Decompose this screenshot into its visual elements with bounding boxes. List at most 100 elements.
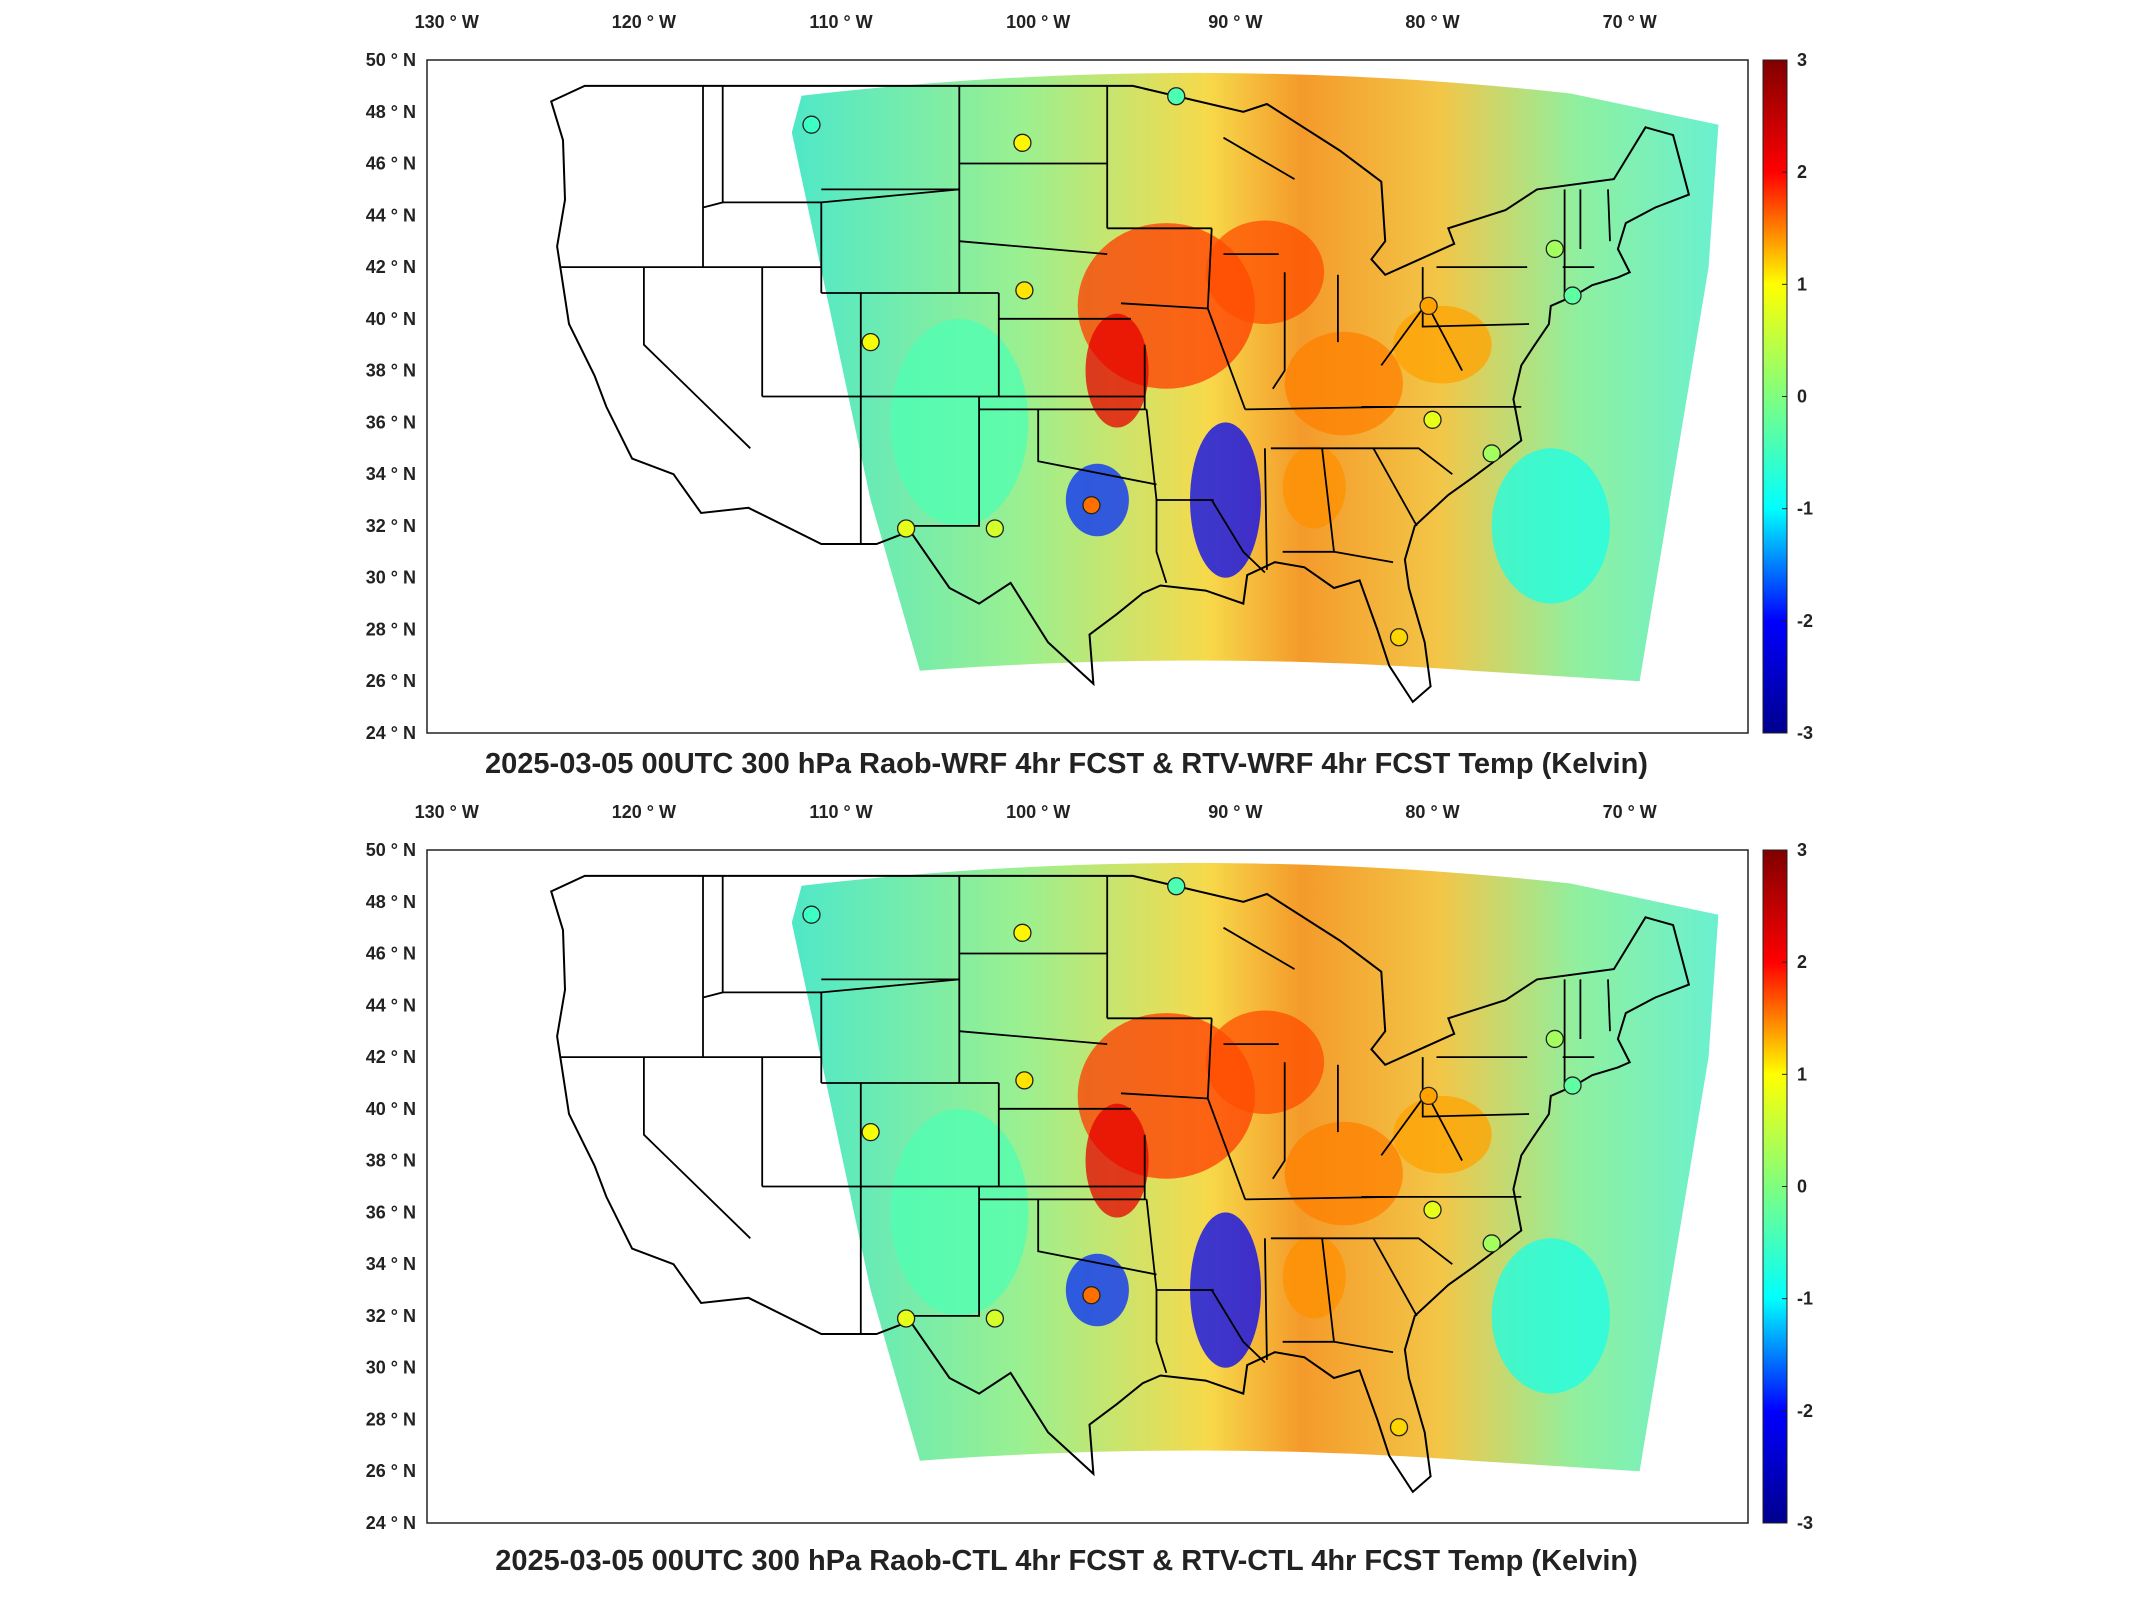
raob-station-marker: [1389, 628, 1409, 647]
state-border: [1206, 228, 1247, 410]
raob-station-marker: [861, 1122, 880, 1142]
latitude-tick-label: 32 ° N: [366, 516, 416, 536]
state-border: [1421, 267, 1530, 328]
latitude-tick-label: 24 ° N: [366, 723, 416, 743]
anomaly-region: [1284, 331, 1403, 436]
latitude-tick-label: 42 ° N: [366, 257, 416, 277]
state-border: [1270, 1237, 1453, 1265]
raob-station-marker: [1423, 1200, 1442, 1219]
latitude-tick-label: 46 ° N: [366, 154, 416, 174]
state-border: [722, 978, 960, 994]
latitude-tick-label: 34 ° N: [366, 1254, 416, 1274]
latitude-tick-label: 26 ° N: [366, 1461, 416, 1481]
anomaly-region: [1284, 1121, 1403, 1226]
bottom-map-panel: 130 ° W 120 ° W 110 ° W 100 ° W 90 ° W 80 ° W…: [0, 790, 2133, 1590]
bottom-map-title: 2025-03-05 00UTC 300 hPa Raob-CTL 4hr FC…: [495, 1545, 1638, 1577]
state-border: [1120, 302, 1208, 310]
state-border: [1272, 272, 1286, 390]
top-map-figure: 130 ° W 120 ° W 110 ° W 100 ° W 90 ° W 80 ° W…: [366, 12, 1813, 743]
state-border: [1223, 926, 1295, 970]
colorbar-tick-label: -2: [1797, 611, 1813, 631]
longitude-tick-label: 130 ° W: [415, 12, 479, 32]
colorbar-tick-label: -3: [1797, 1513, 1813, 1533]
state-border: [1037, 409, 1157, 486]
state-border: [1272, 1062, 1286, 1180]
raob-station-marker: [802, 115, 821, 134]
colorbar-tick-label: -1: [1797, 1289, 1813, 1309]
raob-station-marker: [896, 1309, 916, 1328]
colorbar-tick-label: 0: [1797, 387, 1807, 407]
raob-station-marker: [1013, 133, 1032, 152]
raob-station-marker: [1482, 1234, 1501, 1253]
raob-station-marker: [1389, 1418, 1409, 1437]
raob-station-marker: [1545, 239, 1564, 259]
latitude-tick-label: 30 ° N: [366, 1358, 416, 1378]
anomaly-region: [1190, 1212, 1262, 1368]
longitude-tick-label: 110 ° W: [809, 12, 872, 32]
latitude-tick-label: 50 ° N: [366, 840, 416, 860]
raob-station-marker: [1419, 296, 1438, 316]
longitude-tick-label: 90 ° W: [1208, 802, 1262, 822]
latitude-tick-label: 42 ° N: [366, 1047, 416, 1067]
colorbar-tick-label: -2: [1797, 1401, 1813, 1421]
latitude-tick-label: 28 ° N: [366, 619, 416, 639]
state-border: [1206, 1018, 1247, 1200]
latitude-tick-label: 36 ° N: [366, 1202, 416, 1222]
state-border: [1264, 1238, 1268, 1360]
state-border: [1607, 189, 1611, 242]
anomaly-region: [1190, 422, 1262, 578]
latitude-tick-label: 40 ° N: [366, 1099, 416, 1119]
longitude-tick-label: 70 ° W: [1603, 802, 1657, 822]
latitude-tick-label: 44 ° N: [366, 995, 416, 1015]
raob-station-marker: [802, 905, 821, 924]
latitude-tick-label: 40 ° N: [366, 309, 416, 329]
state-border: [1120, 1092, 1208, 1100]
longitude-tick-label: 70 ° W: [1603, 12, 1657, 32]
raob-station-marker: [1545, 1029, 1564, 1049]
longitude-tick-label: 100 ° W: [1006, 802, 1070, 822]
latitude-tick-label: 50 ° N: [366, 50, 416, 70]
anomaly-region: [1205, 1010, 1325, 1115]
raob-station-marker: [985, 1309, 1004, 1328]
state-border: [1264, 448, 1268, 570]
colorbar-tick-label: 2: [1797, 952, 1807, 972]
top-map-title: 2025-03-05 00UTC 300 hPa Raob-WRF 4hr FC…: [485, 748, 1648, 780]
longitude-tick-label: 130 ° W: [415, 802, 479, 822]
colorbar-tick-label: 2: [1797, 162, 1807, 182]
colorbar-tick-label: 3: [1797, 50, 1807, 70]
state-border: [1155, 500, 1168, 584]
anomaly-region: [1085, 313, 1149, 428]
raob-station-marker: [1167, 87, 1186, 106]
anomaly-region: [1282, 1235, 1346, 1319]
state-border: [1333, 550, 1394, 564]
colorbar-tick-label: 1: [1797, 274, 1807, 294]
longitude-tick-label: 120 ° W: [612, 802, 676, 822]
map-area: [549, 862, 1719, 1494]
bottom-map-figure: 130 ° W 120 ° W 110 ° W 100 ° W 90 ° W 80 ° W…: [366, 802, 1813, 1533]
state-border: [908, 1186, 980, 1317]
us-coastline: [549, 874, 1691, 1494]
state-border: [1223, 136, 1295, 180]
state-border: [1270, 447, 1453, 475]
colorbar-tick-label: 0: [1797, 1177, 1807, 1197]
raob-station-marker: [896, 519, 916, 538]
anomaly-region: [1085, 1103, 1149, 1218]
state-border: [1421, 1057, 1530, 1118]
latitude-tick-label: 46 ° N: [366, 944, 416, 964]
raob-station-marker: [985, 519, 1004, 538]
state-border: [1372, 447, 1418, 527]
colorbar-tick-label: 1: [1797, 1064, 1807, 1084]
anomaly-region: [1393, 305, 1492, 384]
state-border: [908, 396, 980, 527]
anomaly-region: [1491, 448, 1610, 604]
anomaly-region: [890, 318, 1029, 526]
state-border: [1333, 1340, 1394, 1354]
us-coastline: [549, 84, 1691, 704]
state-border: [643, 267, 751, 449]
colorbar-tick-label: -1: [1797, 499, 1813, 519]
anomaly-region: [1491, 1238, 1610, 1394]
longitude-tick-label: 100 ° W: [1006, 12, 1070, 32]
state-border: [1210, 499, 1266, 574]
anomaly-region: [1282, 445, 1346, 529]
anomaly-region: [1393, 1095, 1492, 1174]
